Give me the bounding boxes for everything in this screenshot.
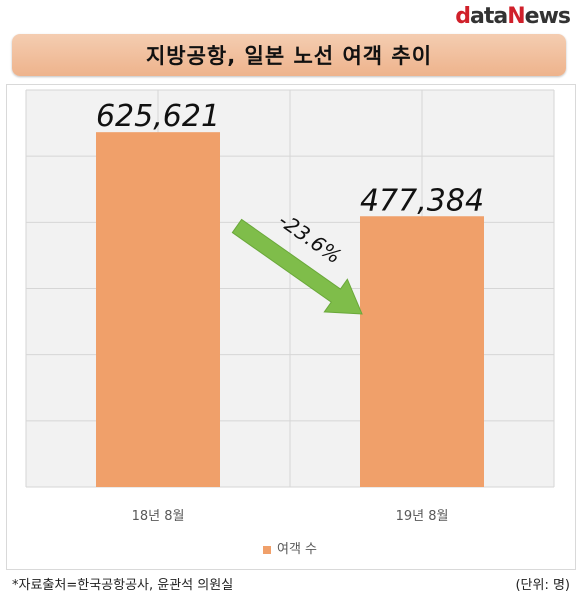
legend-label: 여객 수: [276, 542, 317, 557]
datanews-logo: dataNews: [455, 4, 571, 29]
legend-swatch: [262, 545, 271, 554]
source-note: *자료출처=한국공항공사, 윤관석 의원실: [12, 578, 234, 593]
data-label-2: 477,384: [360, 183, 484, 218]
legend: 여객 수: [0, 538, 580, 557]
chart-title: 지방공항, 일본 노선 여객 추이: [145, 44, 433, 68]
title-banner: 지방공항, 일본 노선 여객 추이: [12, 34, 566, 76]
decrease-arrow: [231, 218, 363, 315]
category-label-1: 18년 8월: [132, 509, 185, 524]
bar-2: [360, 216, 484, 488]
data-label-1: 625,621: [96, 99, 220, 134]
unit-note: (단위: 명): [515, 578, 570, 593]
category-label-2: 19년 8월: [396, 509, 449, 524]
bar-1: [96, 132, 220, 487]
